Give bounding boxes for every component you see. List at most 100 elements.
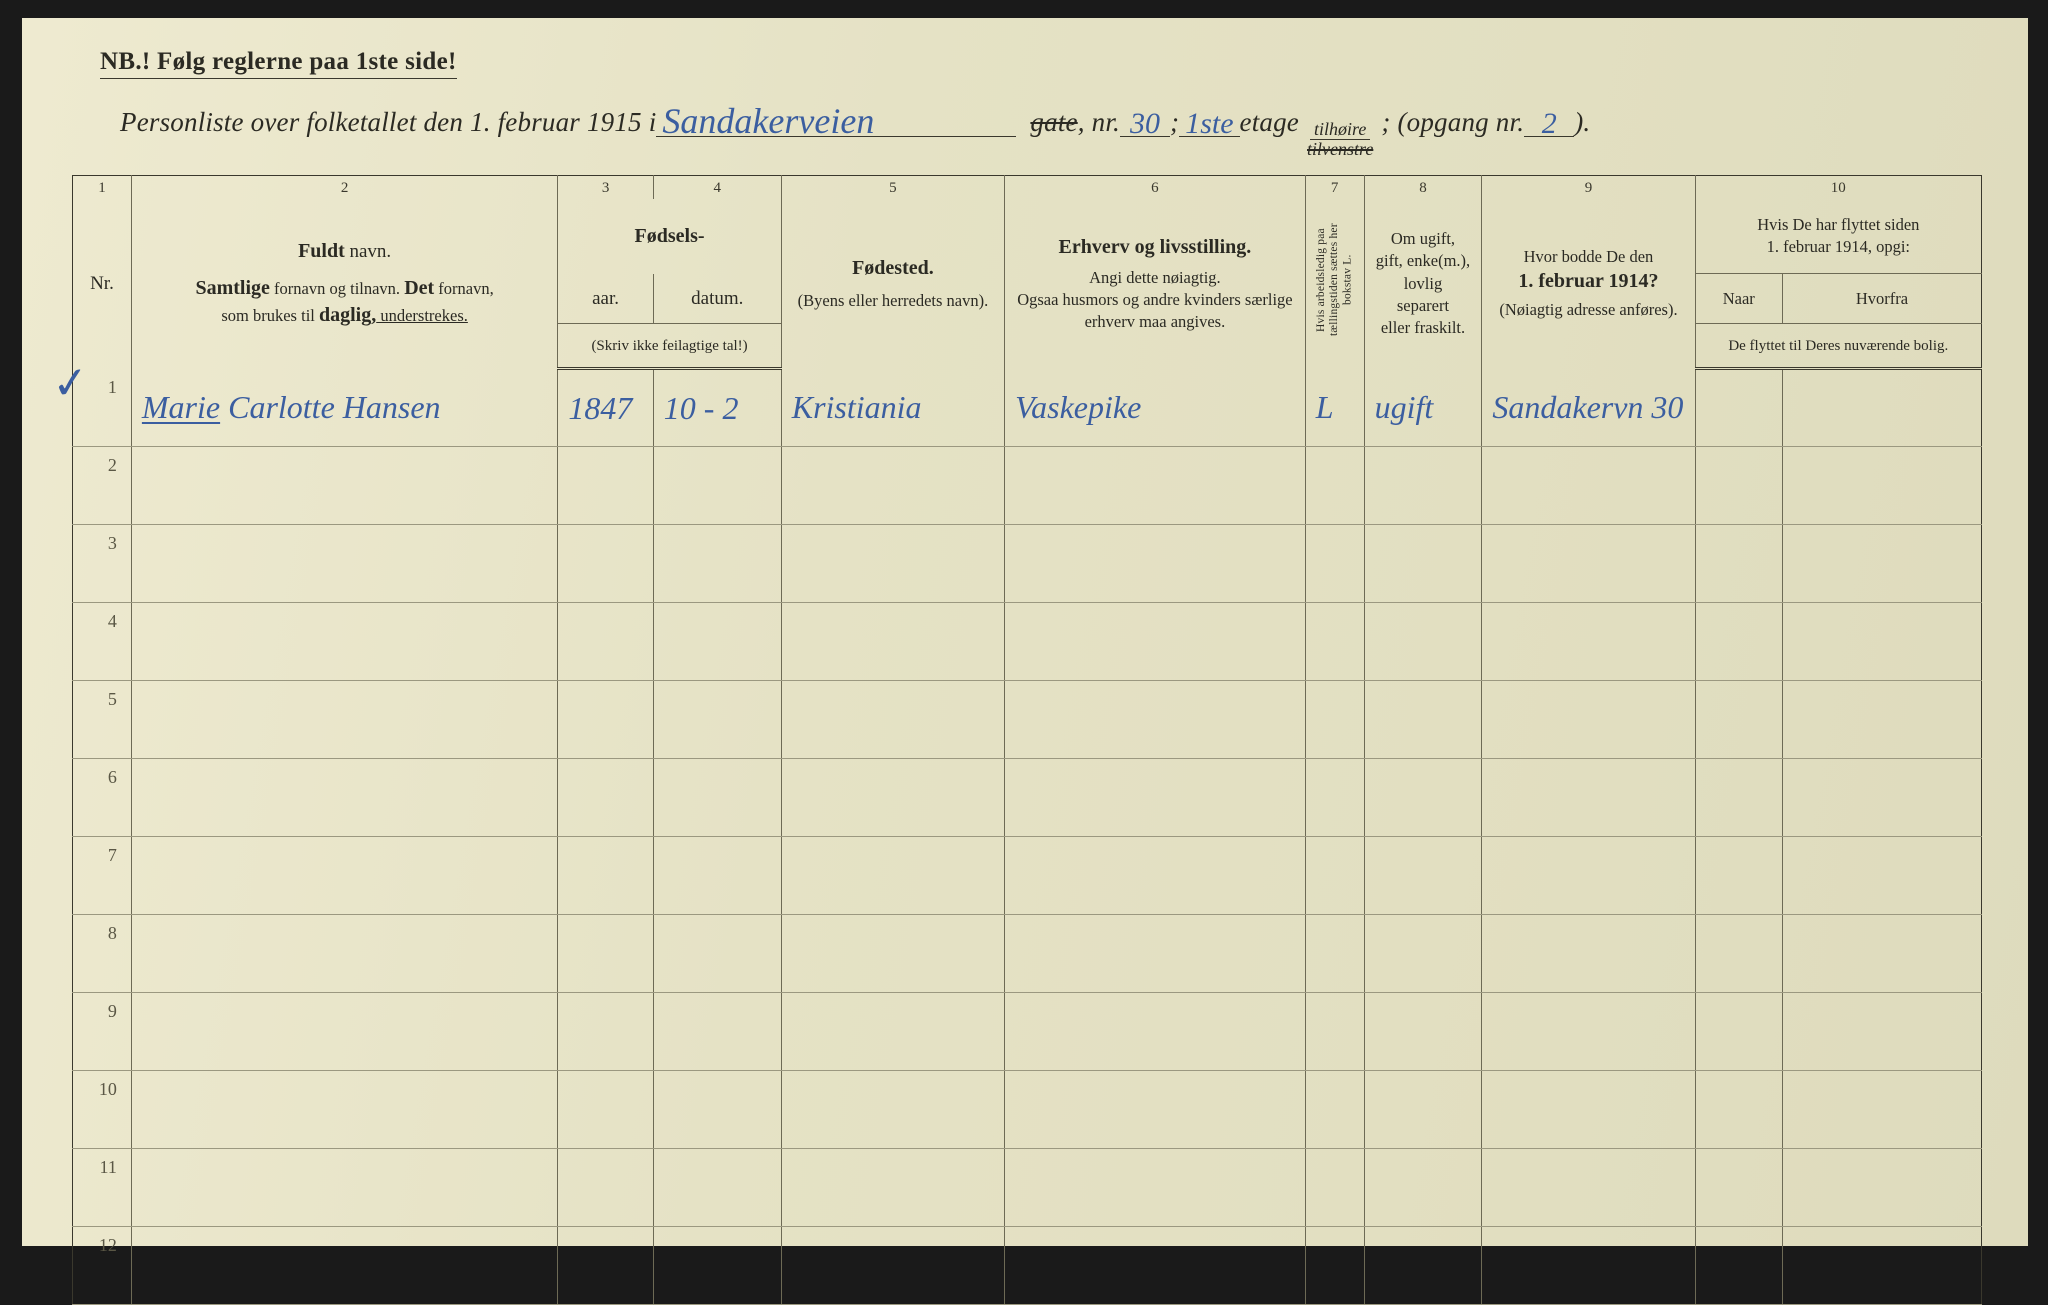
h-name-s1d: fornavn,	[434, 279, 494, 298]
opgang-handwritten: 2	[1524, 112, 1574, 137]
header-datum: datum.	[653, 274, 781, 324]
table-cell	[1305, 1149, 1364, 1227]
table-cell	[1364, 447, 1482, 525]
table-cell	[1482, 447, 1695, 525]
table-cell	[781, 1149, 1004, 1227]
colnum-7: 7	[1305, 175, 1364, 199]
table-cell	[1695, 759, 1782, 837]
census-table: 1 2 3 4 5 6 7 8 9 10 Nr. Fuldt navn. Sam…	[72, 175, 1982, 1305]
table-cell	[1005, 681, 1306, 759]
table-cell: 10 - 2	[653, 369, 781, 447]
table-cell	[1695, 1071, 1782, 1149]
colnum-10: 10	[1695, 175, 1981, 199]
h9-3: (Nøiagtig adresse anføres).	[1490, 299, 1686, 321]
table-cell	[1482, 681, 1695, 759]
table-row: 4	[73, 603, 1982, 681]
etage-word: etage	[1240, 107, 1299, 138]
header-fodsel-note: (Skriv ikke feilagtige tal!)	[558, 324, 781, 369]
side-bottom-struck: tilvenstre	[1303, 140, 1377, 159]
table-cell	[1782, 681, 1981, 759]
table-row: 1Marie Carlotte Hansen184710 - 2Kristian…	[73, 369, 1982, 447]
table-cell	[1005, 1071, 1306, 1149]
table-cell	[131, 1149, 557, 1227]
h8-2: gift, enke(m.),	[1373, 250, 1474, 272]
h-erhverv-s2: Ogsaa husmors og andre kvinders særlige …	[1013, 289, 1297, 334]
table-cell	[558, 447, 653, 525]
street-handwritten: Sandakerveien	[656, 107, 1016, 137]
table-cell	[1305, 1071, 1364, 1149]
table-cell	[1695, 369, 1782, 447]
table-cell	[131, 1227, 557, 1305]
h8-5: eller fraskilt.	[1373, 317, 1474, 339]
title-line: Personliste over folketallet den 1. febr…	[120, 105, 1962, 155]
table-cell: ugift	[1364, 369, 1482, 447]
table-cell: Kristiania	[781, 369, 1004, 447]
header-col10-top: Hvis De har flyttet siden 1. februar 191…	[1695, 199, 1981, 274]
side-top: tilhøire	[1310, 120, 1370, 140]
colnum-3: 3	[558, 175, 653, 199]
table-row: 10	[73, 1071, 1982, 1149]
colnum-4: 4	[653, 175, 781, 199]
table-cell: 1847	[558, 369, 653, 447]
table-cell	[1005, 759, 1306, 837]
header-col10-note: De flyttet til Deres nuværende bolig.	[1695, 324, 1981, 369]
table-cell	[558, 993, 653, 1071]
table-cell	[653, 915, 781, 993]
table-cell	[1305, 447, 1364, 525]
table-cell	[1364, 993, 1482, 1071]
table-cell	[1005, 603, 1306, 681]
h10-1: Hvis De har flyttet siden	[1704, 214, 1973, 236]
table-cell	[1482, 1071, 1695, 1149]
table-cell	[1364, 1227, 1482, 1305]
table-cell	[1782, 447, 1981, 525]
table-cell	[1695, 525, 1782, 603]
table-cell	[1305, 915, 1364, 993]
table-cell: Vaskepike	[1005, 369, 1306, 447]
nr-label: , nr.	[1078, 107, 1120, 138]
table-cell	[1305, 525, 1364, 603]
header-erhverv: Erhverv og livsstilling. Angi dette nøia…	[1005, 199, 1306, 369]
h-name-s1c: Det	[404, 277, 434, 299]
table-cell	[653, 681, 781, 759]
row-checkmark: ✓	[50, 356, 91, 410]
table-cell	[558, 837, 653, 915]
table-cell: 11	[73, 1149, 132, 1227]
table-cell	[558, 1149, 653, 1227]
table-cell	[1482, 603, 1695, 681]
h-fodested-b: Fødested.	[852, 257, 934, 279]
header-col9: Hvor bodde De den 1. februar 1914? (Nøia…	[1482, 199, 1695, 369]
table-cell	[558, 525, 653, 603]
colnum-2: 2	[131, 175, 557, 199]
table-cell: 6	[73, 759, 132, 837]
table-cell	[1782, 1071, 1981, 1149]
h9-1: Hvor bodde De den	[1490, 246, 1686, 268]
table-cell: 3	[73, 525, 132, 603]
table-cell	[781, 681, 1004, 759]
table-row: 5	[73, 681, 1982, 759]
table-cell	[1482, 837, 1695, 915]
table-cell	[1364, 1149, 1482, 1227]
table-cell	[781, 603, 1004, 681]
table-cell	[131, 759, 557, 837]
table-cell	[1695, 915, 1782, 993]
table-cell	[1005, 993, 1306, 1071]
table-cell	[653, 1149, 781, 1227]
table-cell	[1695, 681, 1782, 759]
h-erhverv-s1: Angi dette nøiagtig.	[1013, 267, 1297, 289]
h9-2: 1. februar 1914?	[1518, 270, 1658, 292]
table-cell	[1364, 603, 1482, 681]
header-naar: Naar	[1695, 274, 1782, 324]
table-cell	[1782, 603, 1981, 681]
table-cell	[1695, 993, 1782, 1071]
table-cell: 4	[73, 603, 132, 681]
table-cell	[1364, 1071, 1482, 1149]
table-cell	[131, 447, 557, 525]
table-cell	[1695, 447, 1782, 525]
header-col8: Om ugift, gift, enke(m.), lovlig separer…	[1364, 199, 1482, 369]
table-cell	[1005, 525, 1306, 603]
h-name-s2: som brukes til	[221, 306, 319, 325]
table-cell	[1482, 1227, 1695, 1305]
table-cell	[1695, 837, 1782, 915]
table-cell	[781, 1227, 1004, 1305]
table-cell	[131, 681, 557, 759]
